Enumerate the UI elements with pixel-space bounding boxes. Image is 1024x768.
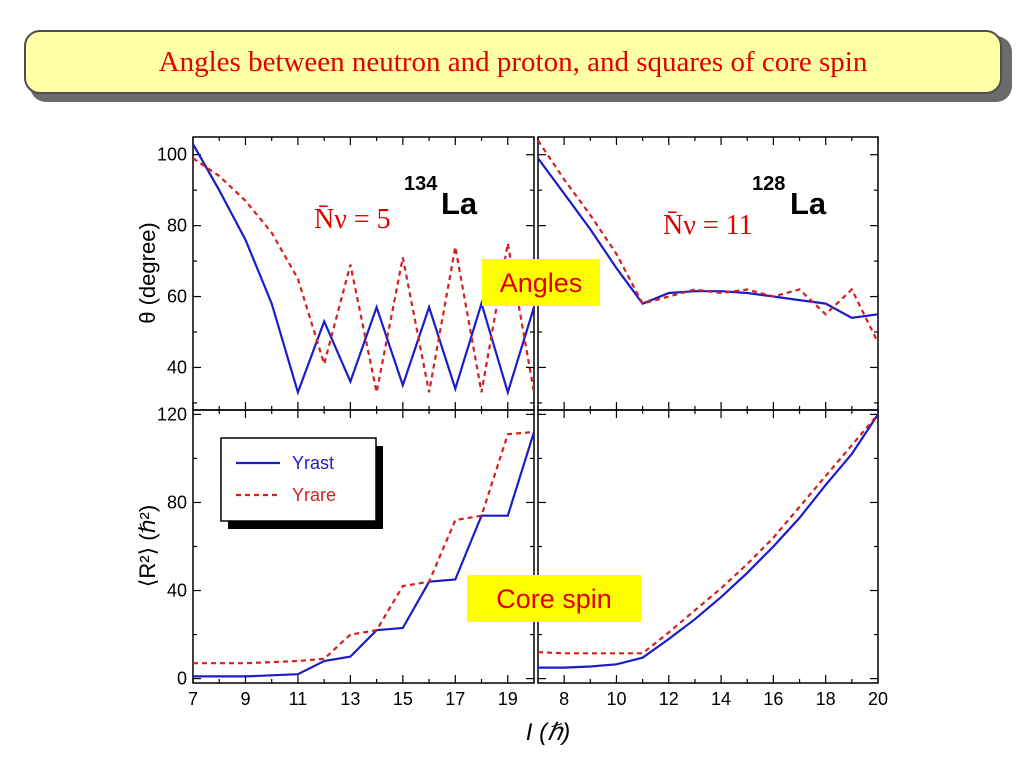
bottom-left-xtick-label: 13 <box>340 689 360 709</box>
nv-label-128: N̄ν = 11 <box>663 210 753 241</box>
bottom-right-series-yrare <box>538 413 878 655</box>
bottom-left-ytick-label: 40 <box>167 581 187 601</box>
legend-yrare-label: Yrare <box>292 485 336 505</box>
bottom-right-xtick-label: 12 <box>659 689 679 709</box>
bottom-left-series-yrast <box>193 431 534 678</box>
top-left-series-yrare <box>193 157 534 393</box>
nucleus-mass-128: 128 <box>752 173 785 195</box>
bottom-right-xtick-label: 16 <box>763 689 783 709</box>
legend: Yrast Yrare <box>220 437 383 529</box>
x-axis-label: I (ℏ) <box>526 719 571 746</box>
nucleus-symbol-128: La <box>790 186 827 221</box>
nucleus-symbol-134: La <box>441 186 478 221</box>
legend-yrast-label: Yrast <box>292 453 334 473</box>
bottom-right-series-yrast <box>538 413 878 669</box>
bottom-right-xtick-label: 20 <box>868 689 888 709</box>
angles-label-bg <box>482 259 600 306</box>
bottom-right-xtick-label: 8 <box>559 689 569 709</box>
legend-box <box>220 437 377 522</box>
top-left-ytick-label: 100 <box>157 145 187 165</box>
top-left-ytick-label: 40 <box>167 357 187 377</box>
bottom-left-xtick-label: 19 <box>498 689 518 709</box>
bottom-left-ytick-label: 0 <box>177 669 187 689</box>
top-left-ytick-label: 80 <box>167 216 187 236</box>
bottom-left-xtick-label: 9 <box>240 689 250 709</box>
bottom-left-ytick-label: 80 <box>167 492 187 512</box>
top-left-ytick-label: 60 <box>167 287 187 307</box>
bottom-right-xtick-label: 10 <box>606 689 626 709</box>
core-spin-label: Core spin <box>496 584 612 614</box>
top-right-series-yrare <box>538 139 878 344</box>
bottom-right-xtick-label: 18 <box>816 689 836 709</box>
bottom-left-xtick-label: 7 <box>188 689 198 709</box>
bottom-left-xtick-label: 15 <box>393 689 413 709</box>
angles-label: Angles <box>500 268 583 298</box>
bottom-right-frame <box>537 409 879 684</box>
nv-label-134: N̄ν = 5 <box>314 204 391 235</box>
bottom-right-xtick-label: 14 <box>711 689 731 709</box>
bottom-y-axis-label: ⟨R²⟩ (ℏ²) <box>135 505 160 587</box>
bottom-left-ytick-label: 120 <box>157 404 187 424</box>
panels: 40 60 80 100 0 40 80 120 7 9 11 13 15 17 19 8 10 12 14 16 18… <box>157 136 888 709</box>
nucleus-mass-134: 134 <box>404 173 438 195</box>
top-y-axis-label: θ (degree) <box>135 222 160 324</box>
bottom-left-series-yrare <box>193 430 534 665</box>
bottom-left-xtick-label: 11 <box>289 689 308 709</box>
title-box: Angles between neutron and proton, and s… <box>24 30 1002 94</box>
core-spin-label-bg <box>467 575 641 622</box>
slide-title: Angles between neutron and proton, and s… <box>158 45 868 78</box>
bottom-left-xtick-label: 17 <box>445 689 465 709</box>
top-left-series-yrast <box>193 143 534 397</box>
